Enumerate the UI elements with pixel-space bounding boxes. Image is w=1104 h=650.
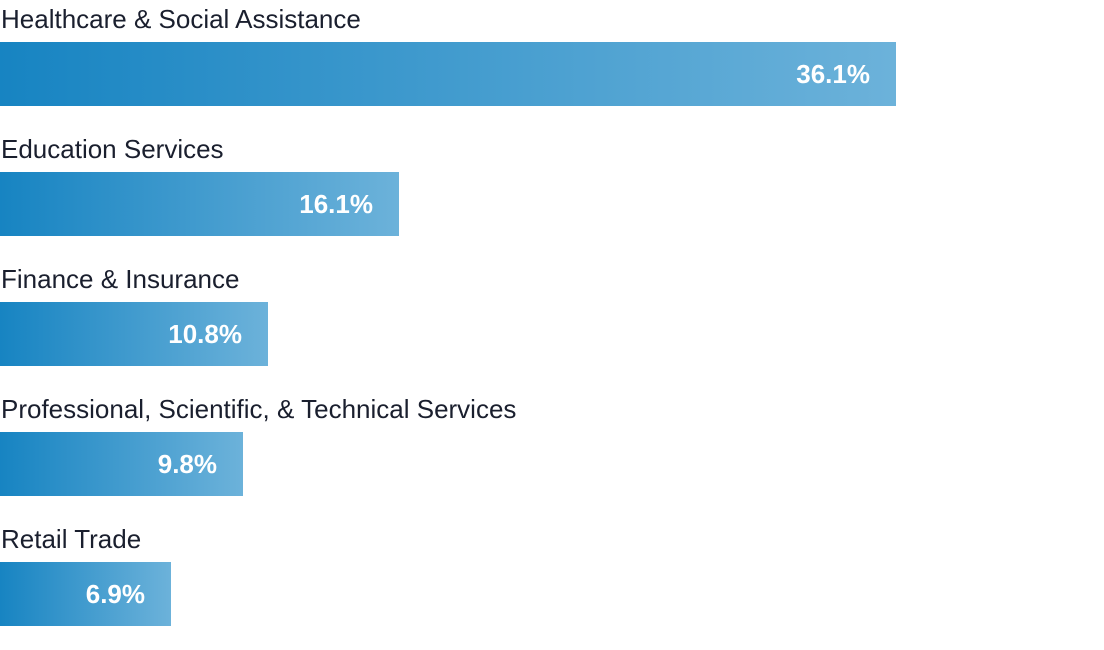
value-label: 16.1% (299, 189, 373, 219)
bar-row: Finance & Insurance 10.8% (0, 260, 1104, 390)
bar: 16.1% (0, 172, 399, 236)
bar: 6.9% (0, 562, 171, 626)
category-label: Healthcare & Social Assistance (1, 4, 361, 34)
category-label: Retail Trade (1, 524, 142, 554)
bar-row: Education Services 16.1% (0, 130, 1104, 260)
value-label: 10.8% (168, 319, 242, 349)
bar-row: Retail Trade 6.9% (0, 520, 1104, 650)
horizontal-bar-chart: Healthcare & Social Assistance 36.1% Educa… (0, 0, 1104, 626)
value-label: 36.1% (796, 59, 870, 89)
value-label: 9.8% (157, 449, 217, 479)
category-label: Professional, Scientific, & Technical Se… (1, 394, 517, 424)
value-label: 6.9% (85, 579, 145, 609)
category-label: Finance & Insurance (1, 264, 240, 294)
bar: 10.8% (0, 302, 268, 366)
bar-row: Healthcare & Social Assistance 36.1% (0, 0, 1104, 130)
category-label: Education Services (1, 134, 224, 164)
bar-row: Professional, Scientific, & Technical Se… (0, 390, 1104, 520)
bar: 36.1% (0, 42, 896, 106)
bar: 9.8% (0, 432, 243, 496)
